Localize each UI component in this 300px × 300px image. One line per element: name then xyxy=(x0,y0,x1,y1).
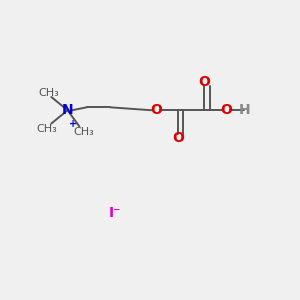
Text: I⁻: I⁻ xyxy=(108,206,121,220)
Text: +: + xyxy=(69,119,77,129)
Text: O: O xyxy=(172,131,184,145)
Text: O: O xyxy=(220,103,232,117)
Text: CH₃: CH₃ xyxy=(74,127,94,137)
Text: O: O xyxy=(150,103,162,117)
Text: O: O xyxy=(199,75,210,89)
Text: CH₃: CH₃ xyxy=(36,124,57,134)
Text: H: H xyxy=(238,103,250,117)
Text: CH₃: CH₃ xyxy=(38,88,59,98)
Text: N: N xyxy=(62,103,74,117)
